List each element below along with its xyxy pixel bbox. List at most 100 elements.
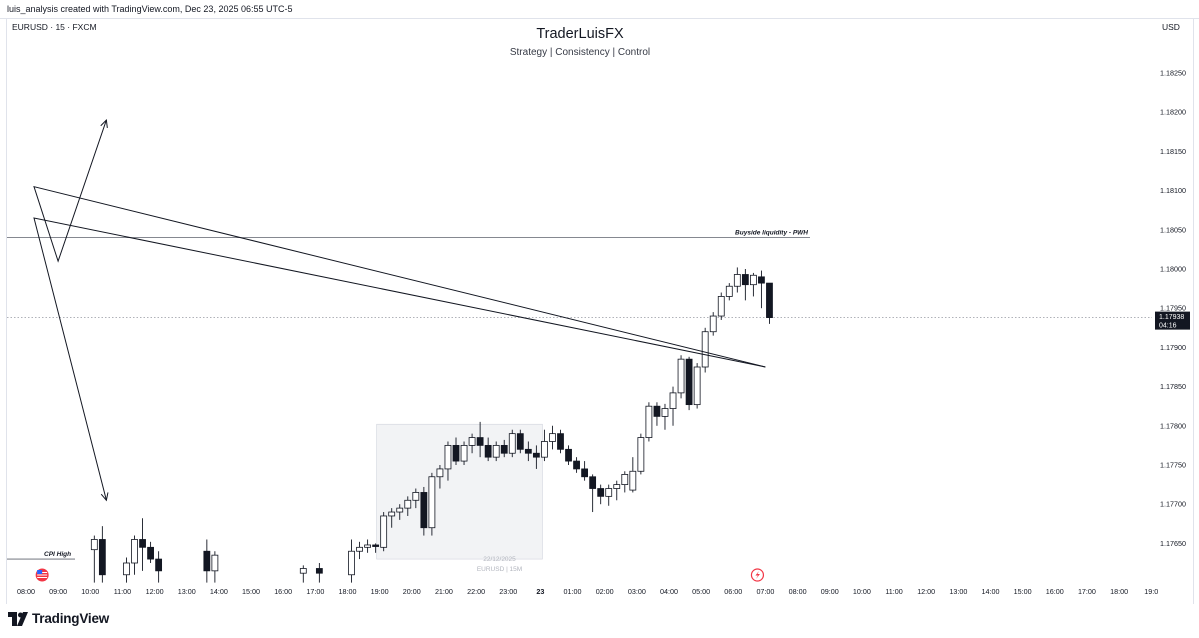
candle-body[interactable]: [436, 468, 444, 478]
time-tick-label: 05:00: [692, 587, 710, 596]
candle-body[interactable]: [637, 437, 645, 472]
candle-body[interactable]: [725, 285, 733, 297]
candle-body[interactable]: [613, 484, 621, 489]
time-tick-label: 07:00: [756, 587, 774, 596]
tradingview-logo-icon: [8, 611, 28, 626]
candle-body[interactable]: [581, 468, 589, 478]
branding: TradingView: [8, 611, 109, 626]
candle-body[interactable]: [388, 511, 396, 517]
time-tick-label: 16:00: [1046, 587, 1064, 596]
price-tick-label: 1.17700: [1160, 500, 1186, 509]
candle-body[interactable]: [299, 568, 307, 574]
price-tick-label: 1.17800: [1160, 421, 1186, 430]
candle-body[interactable]: [356, 546, 363, 552]
candle-body[interactable]: [653, 405, 661, 417]
candle-body[interactable]: [396, 507, 404, 513]
candle-body[interactable]: [90, 539, 98, 551]
candle-body[interactable]: [669, 392, 677, 409]
candle-body[interactable]: [484, 444, 492, 458]
candle-body[interactable]: [516, 433, 524, 450]
price-tick-label: 1.17850: [1160, 382, 1186, 391]
candle-body[interactable]: [733, 274, 741, 287]
candle-body[interactable]: [468, 437, 476, 446]
current-price-countdown: 04:16: [1159, 323, 1177, 330]
candle-body[interactable]: [549, 433, 556, 442]
time-tick-label: 12:00: [146, 587, 164, 596]
time-tick-label: 15:00: [1014, 587, 1032, 596]
candle-body[interactable]: [717, 296, 725, 317]
cpi-high-label: CPI High: [44, 551, 71, 558]
candle-body[interactable]: [492, 444, 500, 458]
candle-body[interactable]: [500, 444, 508, 454]
symbol-label[interactable]: EURUSD · 15 · FXCM: [12, 22, 97, 32]
candle-body[interactable]: [524, 448, 532, 454]
time-tick-label: 21:00: [435, 587, 453, 596]
candle-body[interactable]: [749, 274, 757, 286]
time-tick-label: 03:00: [628, 587, 646, 596]
brand-name: TradingView: [32, 611, 110, 626]
price-tick-label: 1.18150: [1160, 147, 1186, 156]
candle-body[interactable]: [532, 452, 540, 458]
candle-body[interactable]: [693, 366, 701, 406]
candle-body[interactable]: [677, 358, 685, 394]
candle-body[interactable]: [412, 492, 420, 501]
candle-body[interactable]: [701, 331, 709, 368]
candle-body[interactable]: [131, 539, 138, 564]
candle-body[interactable]: [508, 433, 516, 454]
bearish-projection-arrow[interactable]: [33, 217, 766, 501]
bearish-projection-arrow-arrowhead: [100, 492, 109, 502]
candle-body[interactable]: [139, 539, 146, 548]
time-tick-label: 12:00: [917, 587, 935, 596]
candle-body[interactable]: [203, 550, 211, 572]
candle-body[interactable]: [621, 474, 629, 485]
candle-body[interactable]: [541, 441, 548, 458]
candle-body[interactable]: [565, 448, 572, 462]
candle-body[interactable]: [589, 476, 597, 489]
candle-body[interactable]: [123, 562, 130, 576]
candle-body[interactable]: [404, 499, 412, 509]
candle-body[interactable]: [741, 274, 749, 286]
chart-subtitle: Strategy | Consistency | Control: [509, 47, 651, 58]
candle-body[interactable]: [372, 544, 380, 547]
candle-body[interactable]: [573, 460, 580, 470]
us-flag-canton: [37, 570, 43, 574]
candle-body[interactable]: [420, 492, 428, 529]
candle-body[interactable]: [605, 488, 613, 497]
candle-body[interactable]: [460, 444, 468, 462]
lightning-bolt-glyph: [755, 571, 760, 579]
currency-label[interactable]: USD: [1162, 22, 1180, 32]
time-tick-label: 16:00: [274, 587, 292, 596]
candle-body[interactable]: [685, 358, 693, 406]
candle-body[interactable]: [766, 282, 773, 319]
price-tick-label: 1.18100: [1160, 186, 1186, 195]
candle-body[interactable]: [758, 276, 765, 284]
candle-body[interactable]: [147, 546, 154, 560]
price-tick-label: 1.18250: [1160, 69, 1186, 78]
candle-body[interactable]: [444, 444, 452, 470]
candle-body[interactable]: [428, 476, 436, 529]
candle-body[interactable]: [645, 405, 653, 438]
price-tick-label: 1.17650: [1160, 539, 1186, 548]
candle-body[interactable]: [211, 554, 219, 572]
candle-body[interactable]: [364, 544, 371, 548]
candle-body[interactable]: [557, 433, 564, 450]
time-tick-label: 10:00: [81, 587, 99, 596]
candle-body[interactable]: [476, 437, 484, 446]
candle-body[interactable]: [315, 568, 323, 574]
candle-body[interactable]: [98, 539, 106, 576]
current-price-badge: [1155, 311, 1190, 330]
time-tick-label: 17:00: [1078, 587, 1096, 596]
candle-body[interactable]: [348, 550, 355, 576]
candle-body[interactable]: [709, 315, 717, 333]
candle-body[interactable]: [155, 558, 163, 572]
bullish-projection-arrow[interactable]: [33, 119, 766, 368]
candle-body[interactable]: [452, 444, 460, 462]
candle-body[interactable]: [661, 408, 669, 417]
candle-body[interactable]: [380, 515, 388, 548]
candle-body[interactable]: [597, 488, 605, 497]
candle-body[interactable]: [629, 470, 637, 491]
price-tick-label: 1.18050: [1160, 225, 1186, 234]
time-tick-label: 23:00: [499, 587, 517, 596]
time-tick-label: 02:00: [596, 587, 614, 596]
